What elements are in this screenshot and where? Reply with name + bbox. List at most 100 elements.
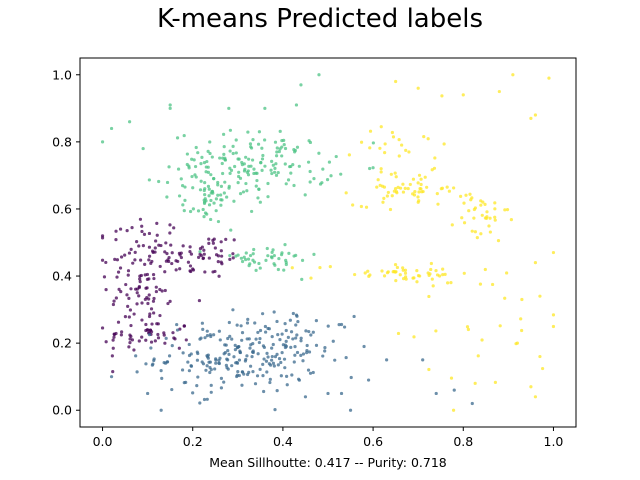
scatter-point-cluster-1: [187, 369, 191, 373]
scatter-point-cluster-2: [371, 166, 375, 170]
scatter-point-cluster-0: [212, 237, 216, 241]
scatter-point-cluster-2: [228, 128, 233, 132]
scatter-point-cluster-2: [202, 160, 207, 165]
scatter-point-cluster-0: [127, 315, 131, 319]
scatter-points: [100, 73, 556, 412]
scatter-point-cluster-2: [266, 254, 270, 258]
scatter-point-cluster-2: [222, 132, 226, 136]
x-tick-label: 1.0: [544, 434, 564, 449]
scatter-point-cluster-1: [314, 319, 318, 323]
scatter-point-cluster-1: [305, 343, 309, 348]
scatter-point-cluster-2: [141, 146, 145, 151]
scatter-point-cluster-0: [163, 288, 167, 293]
scatter-point-cluster-1: [261, 362, 265, 366]
scatter-point-cluster-1: [301, 359, 305, 363]
scatter-point-cluster-2: [282, 143, 286, 147]
scatter-point-cluster-0: [166, 301, 170, 306]
scatter-point-cluster-2: [244, 251, 248, 255]
scatter-point-cluster-3: [394, 175, 398, 179]
scatter-point-cluster-2: [227, 106, 231, 110]
scatter-point-cluster-3: [538, 294, 542, 298]
scatter-point-cluster-1: [264, 330, 268, 334]
scatter-point-cluster-0: [133, 250, 137, 254]
scatter-point-cluster-1: [251, 341, 255, 346]
scatter-point-cluster-0: [133, 258, 137, 262]
scatter-point-cluster-1: [308, 371, 313, 375]
scatter-point-cluster-3: [505, 271, 509, 275]
scatter-point-cluster-3: [442, 142, 446, 146]
scatter-point-cluster-1: [283, 322, 287, 326]
scatter-point-cluster-0: [140, 224, 144, 228]
scatter-point-cluster-1: [339, 391, 344, 396]
scatter-point-cluster-1: [349, 375, 353, 380]
scatter-point-cluster-2: [289, 171, 293, 175]
scatter-point-cluster-2: [321, 167, 325, 171]
scatter-point-cluster-3: [394, 79, 398, 84]
scatter-point-cluster-0: [163, 250, 167, 254]
scatter-point-cluster-3: [385, 194, 389, 198]
scatter-point-cluster-1: [301, 352, 306, 356]
scatter-point-cluster-2: [209, 198, 213, 203]
scatter-point-cluster-2: [225, 195, 229, 199]
scatter-point-cluster-1: [262, 389, 266, 394]
scatter-point-cluster-3: [472, 207, 476, 212]
scatter-point-cluster-1: [292, 360, 296, 364]
scatter-point-cluster-3: [538, 354, 542, 359]
scatter-point-cluster-2: [271, 163, 275, 167]
scatter-point-cluster-2: [219, 203, 223, 207]
scatter-point-cluster-0: [169, 243, 173, 247]
scatter-point-cluster-1: [270, 354, 274, 359]
scatter-point-cluster-0: [147, 231, 152, 236]
scatter-point-cluster-2: [263, 138, 267, 142]
scatter-point-cluster-3: [385, 271, 390, 275]
y-tick-label: 0.8: [52, 134, 72, 149]
scatter-point-cluster-2: [280, 154, 284, 158]
scatter-point-cluster-0: [188, 264, 193, 268]
scatter-point-cluster-3: [493, 201, 497, 205]
scatter-point-cluster-1: [470, 401, 474, 406]
scatter-point-cluster-1: [293, 353, 297, 357]
scatter-point-cluster-2: [275, 146, 279, 150]
scatter-point-cluster-3: [540, 366, 545, 371]
scatter-point-cluster-3: [436, 202, 440, 206]
scatter-point-cluster-3: [480, 338, 484, 342]
scatter-point-cluster-0: [188, 245, 192, 249]
scatter-point-cluster-0: [135, 291, 139, 295]
scatter-point-cluster-3: [391, 135, 396, 139]
scatter-point-cluster-2: [202, 214, 206, 219]
scatter-point-cluster-1: [151, 362, 155, 366]
scatter-point-cluster-0: [219, 240, 223, 244]
scatter-point-cluster-0: [220, 262, 224, 266]
scatter-point-cluster-0: [114, 238, 118, 242]
scatter-point-cluster-2: [203, 181, 207, 185]
scatter-point-cluster-3: [509, 217, 513, 222]
scatter-point-cluster-3: [421, 189, 425, 194]
scatter-point-cluster-0: [178, 253, 182, 257]
scatter-point-cluster-3: [464, 193, 468, 197]
scatter-point-cluster-3: [403, 186, 407, 190]
scatter-point-cluster-3: [394, 279, 398, 283]
scatter-point-cluster-2: [240, 160, 244, 165]
scatter-point-cluster-2: [264, 258, 268, 262]
scatter-point-cluster-3: [473, 230, 477, 234]
scatter-point-cluster-3: [290, 266, 294, 270]
scatter-point-cluster-3: [488, 216, 492, 220]
scatter-point-cluster-1: [201, 327, 205, 331]
scatter-point-cluster-3: [403, 268, 408, 272]
scatter-point-cluster-3: [382, 196, 386, 201]
scatter-point-cluster-1: [196, 375, 200, 379]
scatter-point-cluster-0: [125, 293, 129, 297]
scatter-point-cluster-1: [162, 360, 166, 365]
scatter-point-cluster-2: [286, 178, 291, 182]
scatter-point-cluster-3: [389, 172, 393, 176]
scatter-point-cluster-1: [280, 332, 284, 336]
scatter-point-cluster-3: [379, 167, 383, 171]
scatter-point-cluster-3: [359, 140, 364, 144]
scatter-point-cluster-1: [203, 336, 207, 340]
scatter-point-cluster-0: [142, 232, 147, 237]
scatter-point-cluster-2: [269, 255, 274, 259]
scatter-point-cluster-2: [236, 181, 240, 185]
scatter-point-cluster-1: [251, 370, 255, 374]
scatter-point-cluster-0: [137, 339, 141, 343]
